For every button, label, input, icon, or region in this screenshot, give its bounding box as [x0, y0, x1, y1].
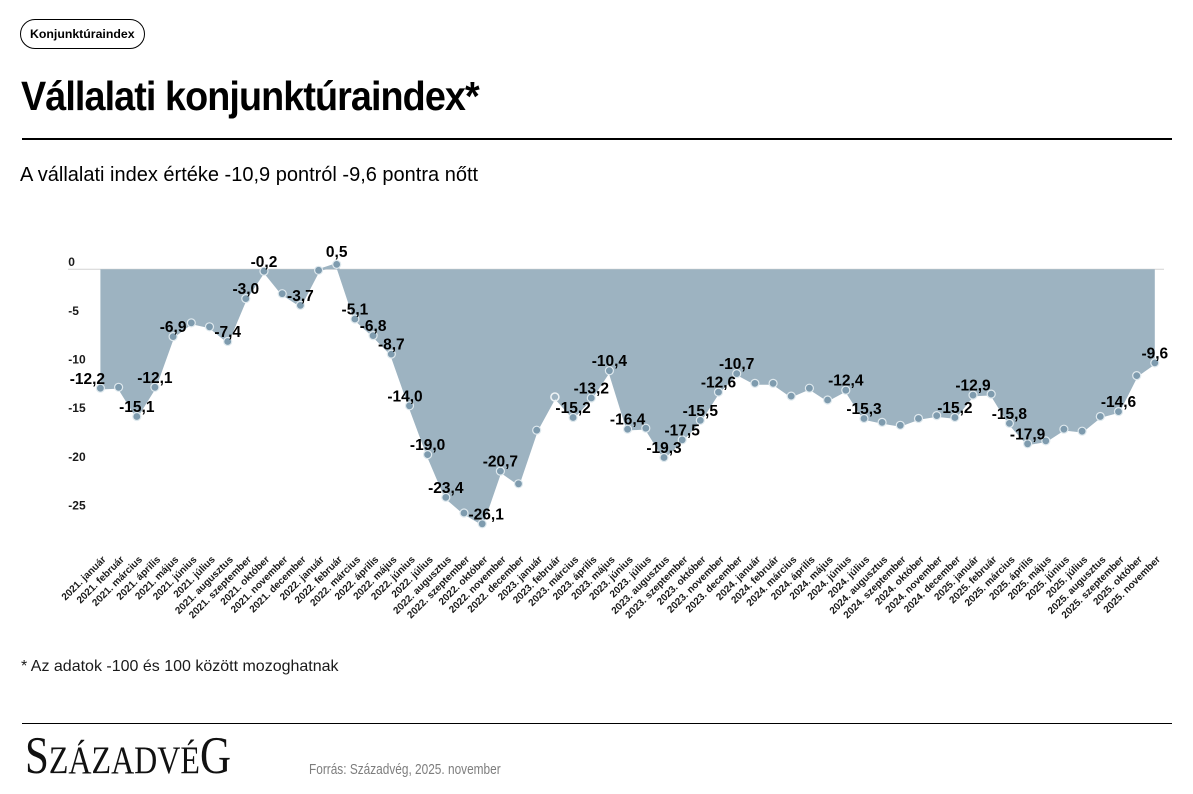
- svg-text:0,5: 0,5: [326, 244, 348, 261]
- svg-text:-17,9: -17,9: [1010, 426, 1046, 443]
- svg-text:-3,7: -3,7: [287, 288, 314, 305]
- svg-text:-10,4: -10,4: [592, 353, 628, 370]
- svg-text:-5: -5: [68, 304, 79, 318]
- svg-text:-19,3: -19,3: [646, 440, 682, 457]
- svg-text:-15,8: -15,8: [992, 406, 1028, 423]
- svg-text:-15,2: -15,2: [555, 400, 590, 417]
- svg-text:-23,4: -23,4: [428, 480, 464, 497]
- svg-text:-14,6: -14,6: [1101, 394, 1137, 411]
- svg-text:-14,0: -14,0: [387, 388, 422, 405]
- svg-text:-16,4: -16,4: [610, 412, 646, 429]
- svg-text:-5,1: -5,1: [342, 302, 369, 319]
- svg-text:-12,9: -12,9: [955, 378, 991, 395]
- svg-text:-9,6: -9,6: [1141, 345, 1168, 362]
- svg-text:-15: -15: [68, 401, 86, 415]
- svg-text:-13,2: -13,2: [574, 381, 609, 398]
- svg-text:-15,3: -15,3: [846, 401, 882, 418]
- svg-text:-15,2: -15,2: [937, 400, 972, 417]
- svg-text:-15,5: -15,5: [683, 403, 719, 420]
- svg-text:-10: -10: [68, 353, 86, 367]
- svg-text:-8,7: -8,7: [378, 337, 405, 354]
- svg-text:-12,4: -12,4: [828, 373, 864, 390]
- svg-text:-7,4: -7,4: [214, 324, 241, 341]
- svg-text:-20,7: -20,7: [483, 454, 518, 471]
- svg-text:-17,5: -17,5: [665, 422, 701, 439]
- svg-text:-10,7: -10,7: [719, 356, 754, 373]
- svg-text:-12,6: -12,6: [701, 375, 737, 392]
- svg-text:-12,2: -12,2: [70, 371, 105, 388]
- svg-text:-26,1: -26,1: [469, 506, 505, 523]
- svg-text:-19,0: -19,0: [410, 437, 445, 454]
- svg-text:-6,8: -6,8: [360, 318, 387, 335]
- svg-text:-25: -25: [68, 499, 86, 513]
- svg-text:-3,0: -3,0: [232, 281, 259, 298]
- svg-text:-15,1: -15,1: [119, 399, 155, 416]
- svg-text:-6,9: -6,9: [160, 319, 187, 336]
- svg-text:0: 0: [68, 255, 75, 269]
- svg-text:-12,1: -12,1: [137, 370, 173, 387]
- svg-text:-0,2: -0,2: [251, 254, 278, 271]
- svg-text:-20: -20: [68, 450, 86, 464]
